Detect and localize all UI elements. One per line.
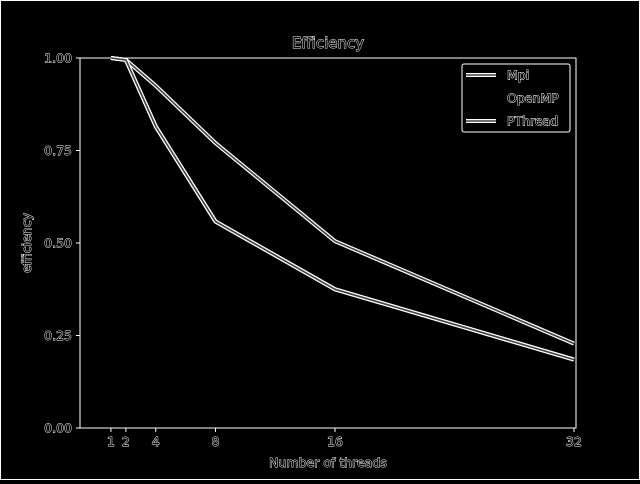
y-tick-label: 0.75: [44, 143, 72, 158]
x-tick-label: 2: [122, 434, 130, 449]
x-axis-label: Number of threads: [269, 455, 387, 470]
y-tick-label: 0.50: [44, 236, 72, 251]
y-tick-label: 0.00: [44, 421, 72, 436]
x-tick-label: 1: [107, 434, 115, 449]
legend-label: Mpi: [507, 68, 529, 83]
y-axis-ticks: 0.00 0.25 0.50 0.75 1.00: [44, 51, 80, 436]
legend-label: OpenMP: [507, 91, 559, 106]
x-tick-label: 8: [212, 434, 220, 449]
chart-title: Efficiency: [292, 34, 364, 52]
legend-label: PThread: [507, 114, 558, 129]
legend-entry-openmp: OpenMP: [507, 91, 559, 106]
y-axis-label: efficiency: [19, 212, 34, 273]
x-tick-label: 32: [566, 434, 582, 449]
x-tick-label: 16: [327, 434, 343, 449]
x-tick-label: 4: [152, 434, 160, 449]
legend: Mpi OpenMP PThread: [462, 64, 570, 132]
y-tick-label: 1.00: [44, 51, 72, 66]
y-tick-label: 0.25: [44, 328, 72, 343]
